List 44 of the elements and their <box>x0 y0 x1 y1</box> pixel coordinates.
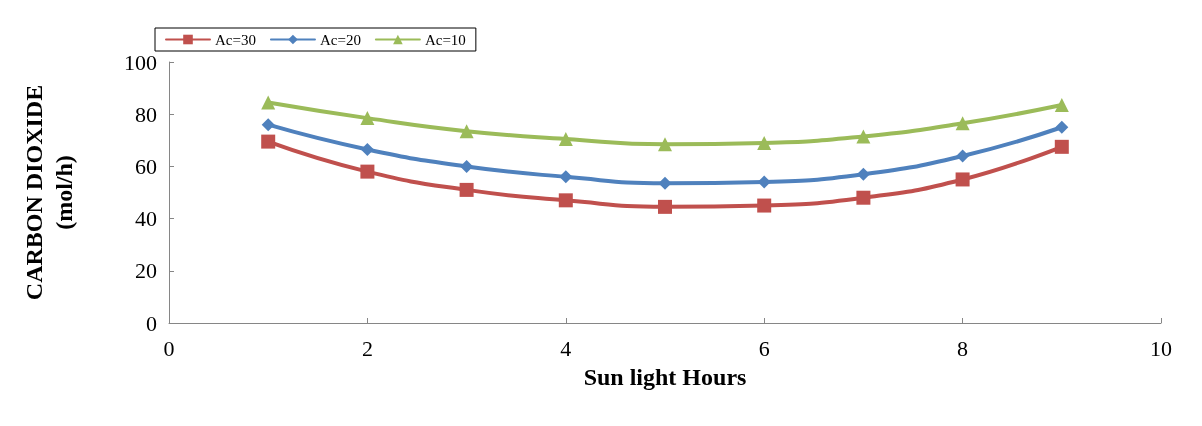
point <box>559 170 573 184</box>
point <box>856 190 871 205</box>
point <box>757 175 771 189</box>
y-tick-label: 40 <box>135 206 157 232</box>
x-tick-label: 8 <box>957 335 969 361</box>
point <box>955 116 970 131</box>
point <box>261 134 276 149</box>
point <box>261 118 275 132</box>
y-tick-label: 20 <box>135 258 157 284</box>
point <box>360 142 374 156</box>
point <box>856 129 871 144</box>
y-tick-label: 60 <box>135 153 157 179</box>
point <box>558 131 573 146</box>
point <box>757 135 772 150</box>
x-tick-label: 4 <box>560 335 572 361</box>
point <box>1055 120 1069 134</box>
point <box>360 111 375 126</box>
x-tick-label: 10 <box>1150 335 1172 361</box>
point <box>459 182 474 197</box>
point <box>856 167 870 181</box>
point <box>261 95 276 110</box>
x-axis-title: Sun light Hours <box>583 364 747 390</box>
point <box>757 198 772 213</box>
point <box>460 159 474 173</box>
point <box>956 149 970 163</box>
point <box>658 176 672 190</box>
y-tick-label: 80 <box>135 101 157 127</box>
point <box>658 137 672 152</box>
legend-label: Ac=20 <box>319 31 361 48</box>
legend-label: Ac=10 <box>424 31 466 48</box>
x-tick-label: 6 <box>758 335 770 361</box>
y-tick-label: 0 <box>146 310 157 336</box>
point <box>360 164 375 179</box>
x-tick-label: 0 <box>163 335 175 361</box>
y-tick-label: 100 <box>124 49 157 75</box>
point <box>955 172 970 187</box>
point <box>558 193 573 208</box>
y-axis-title: CARBON DIOXIDE (mol/h) <box>21 84 77 301</box>
point <box>1054 98 1069 113</box>
legend-label: Ac=30 <box>215 31 256 48</box>
point <box>459 124 474 139</box>
x-tick-label: 2 <box>361 335 373 361</box>
point <box>658 199 672 214</box>
point <box>1054 139 1069 154</box>
